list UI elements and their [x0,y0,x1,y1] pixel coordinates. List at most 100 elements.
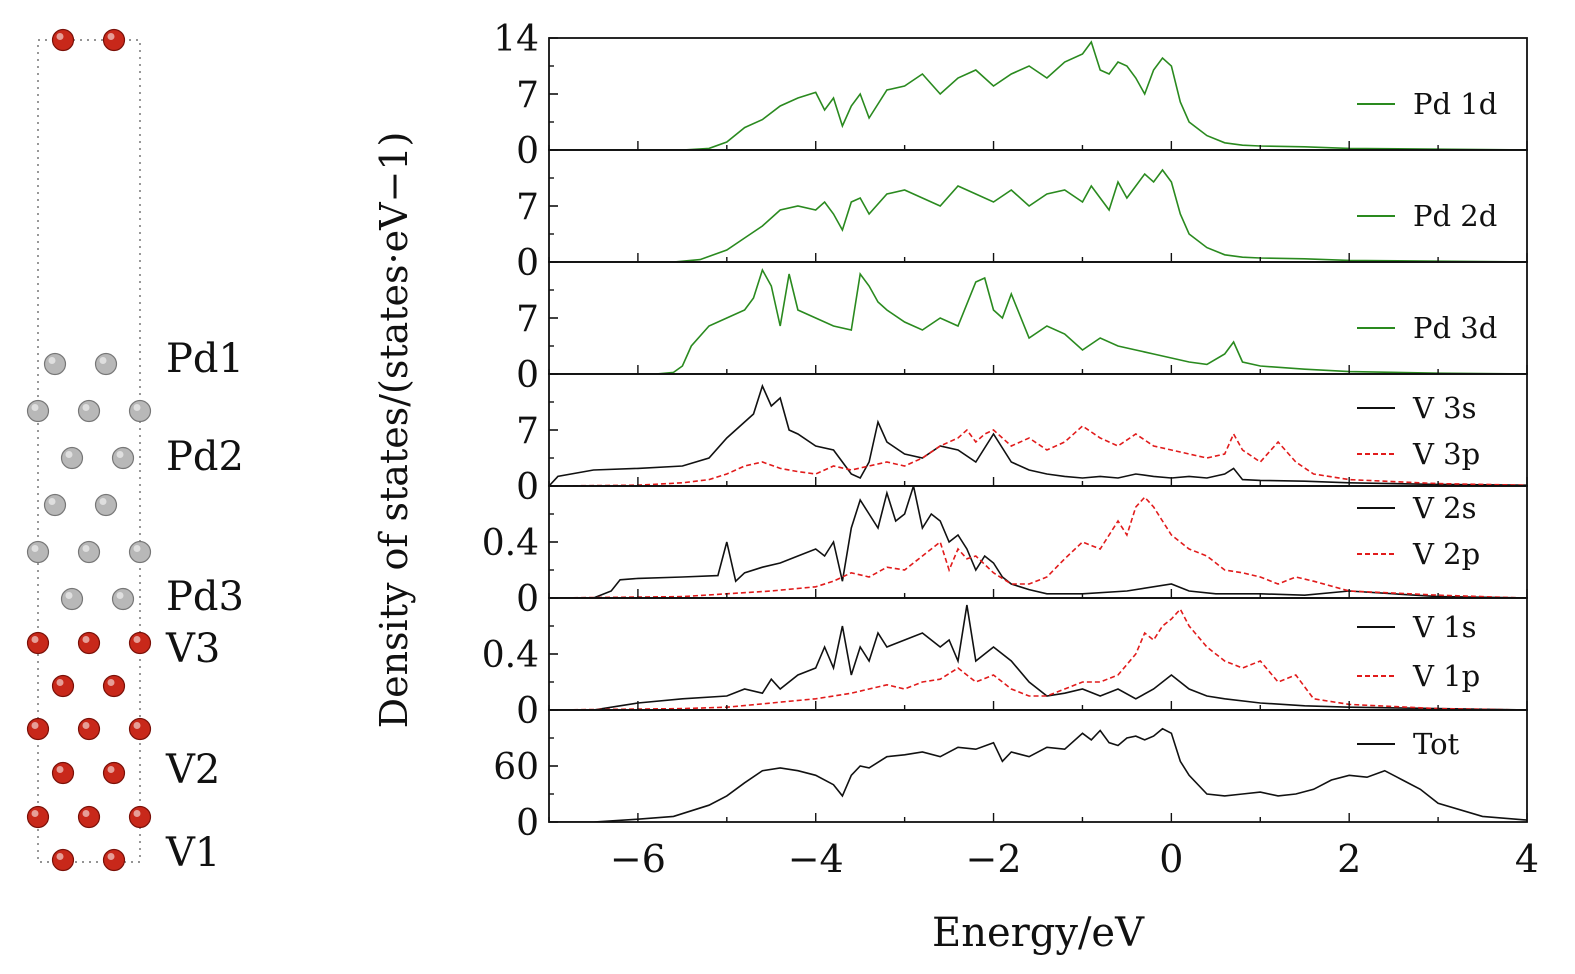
series-line-tot [549,727,1527,822]
pd-atom [60,587,84,611]
x-tick-label: 0 [1159,837,1183,881]
series-line-v-2s [549,486,1527,598]
v-atom [26,805,50,829]
atom-highlight [65,592,73,599]
atom-highlight [133,722,141,729]
atom-highlight [133,636,141,643]
y-tick-label: 0 [516,467,539,508]
atom-highlight [107,33,115,40]
dos-panel: 0 0.4 V 2s V 2p [482,485,1528,620]
atom-highlight [133,404,141,411]
series-line-v-1p [549,607,1527,710]
v-atom [51,848,75,872]
pd-atom [43,493,67,517]
layer-label-pd3: Pd3 [166,574,244,620]
pd-atom [128,399,152,423]
atom-highlight [56,766,64,773]
legend-label: V 2p [1412,537,1480,571]
v-atom [51,674,75,698]
y-tick-label: 0.4 [482,635,539,676]
series-line-pd-1d [549,40,1527,150]
y-tick-label: 7 [516,75,539,116]
y-tick-label: 7 [516,187,539,228]
pd-atom [94,493,118,517]
atom-highlight [56,33,64,40]
series-line-v-2p [549,496,1527,598]
atom-highlight [31,722,39,729]
atom-highlight [31,404,39,411]
atom-highlight [48,357,56,364]
legend-label: Tot [1413,727,1460,761]
v-atom [102,28,126,52]
atom-highlight [48,498,56,505]
v-atom [128,805,152,829]
v-atom [26,717,50,741]
pd-atom [43,352,67,376]
panel-frame [548,373,1528,487]
atom-highlight [82,404,90,411]
atom-highlight [107,766,115,773]
v-atom [102,761,126,785]
atom-highlight [56,853,64,860]
atom-highlight [116,451,124,458]
atom-highlight [31,545,39,552]
v-atom [128,717,152,741]
pd-atom [77,540,101,564]
x-tick-label: −2 [966,837,1022,881]
atom-highlight [107,679,115,686]
atom-highlight [107,853,115,860]
dos-panel: 0 60 Tot [493,709,1528,844]
atom-highlight [99,357,107,364]
series-line-pd-2d [549,168,1527,262]
atom-highlight [82,636,90,643]
y-tick-label: 7 [516,411,539,452]
y-tick-label: 0 [516,803,539,844]
atom-highlight [56,679,64,686]
atom-group [26,28,152,872]
y-tick-label: 7 [516,299,539,340]
atom-highlight [82,810,90,817]
atom-highlight [99,498,107,505]
panel-frame [548,597,1528,711]
series-line-v-3p [549,424,1527,486]
pd-atom [128,540,152,564]
pd-atom [26,399,50,423]
x-tick-label: 2 [1337,837,1361,881]
v-atom [128,631,152,655]
x-tick-label: −6 [610,837,666,881]
y-axis-label: Density of states/(states·eV−1) [372,132,416,729]
layer-label-v3: V3 [165,626,220,672]
dos-panel: 0 7 Pd 2d [516,149,1528,284]
atom-highlight [82,545,90,552]
panel-frame [548,149,1528,263]
legend-label: Pd 3d [1413,311,1497,345]
atom-highlight [82,722,90,729]
layer-label-v1: V1 [165,830,220,876]
layer-label-pd2: Pd2 [166,434,244,480]
pd-atom [77,399,101,423]
panel-frame [548,37,1528,151]
series-line-v-1s [549,604,1527,710]
legend-label: Pd 2d [1413,199,1497,233]
legend-label: V 3p [1412,437,1480,471]
legend-label: V 1p [1412,659,1480,693]
legend-label: V 1s [1412,610,1477,644]
v-atom [77,717,101,741]
dos-panel: 0 7 14 Pd 1d [493,19,1528,172]
v-atom [77,631,101,655]
x-tick-label: 4 [1515,837,1539,881]
pd-atom [26,540,50,564]
layer-label-pd1: Pd1 [166,336,244,382]
series-line-pd-3d [549,267,1527,374]
y-tick-label: 60 [493,747,539,788]
pd-atom [111,446,135,470]
panel-frame [548,709,1528,823]
pd-atom [111,587,135,611]
legend-label: V 2s [1412,491,1477,525]
v-atom [102,674,126,698]
dos-panels: 0 7 14 Pd 1d 0 7 Pd 2d 0 7 Pd 3d 0 7 V 3s V 3p 0 0.4 V 2… [482,19,1539,881]
v-atom [51,28,75,52]
layer-label-v2: V2 [165,747,220,793]
legend-label: V 3s [1412,391,1477,425]
